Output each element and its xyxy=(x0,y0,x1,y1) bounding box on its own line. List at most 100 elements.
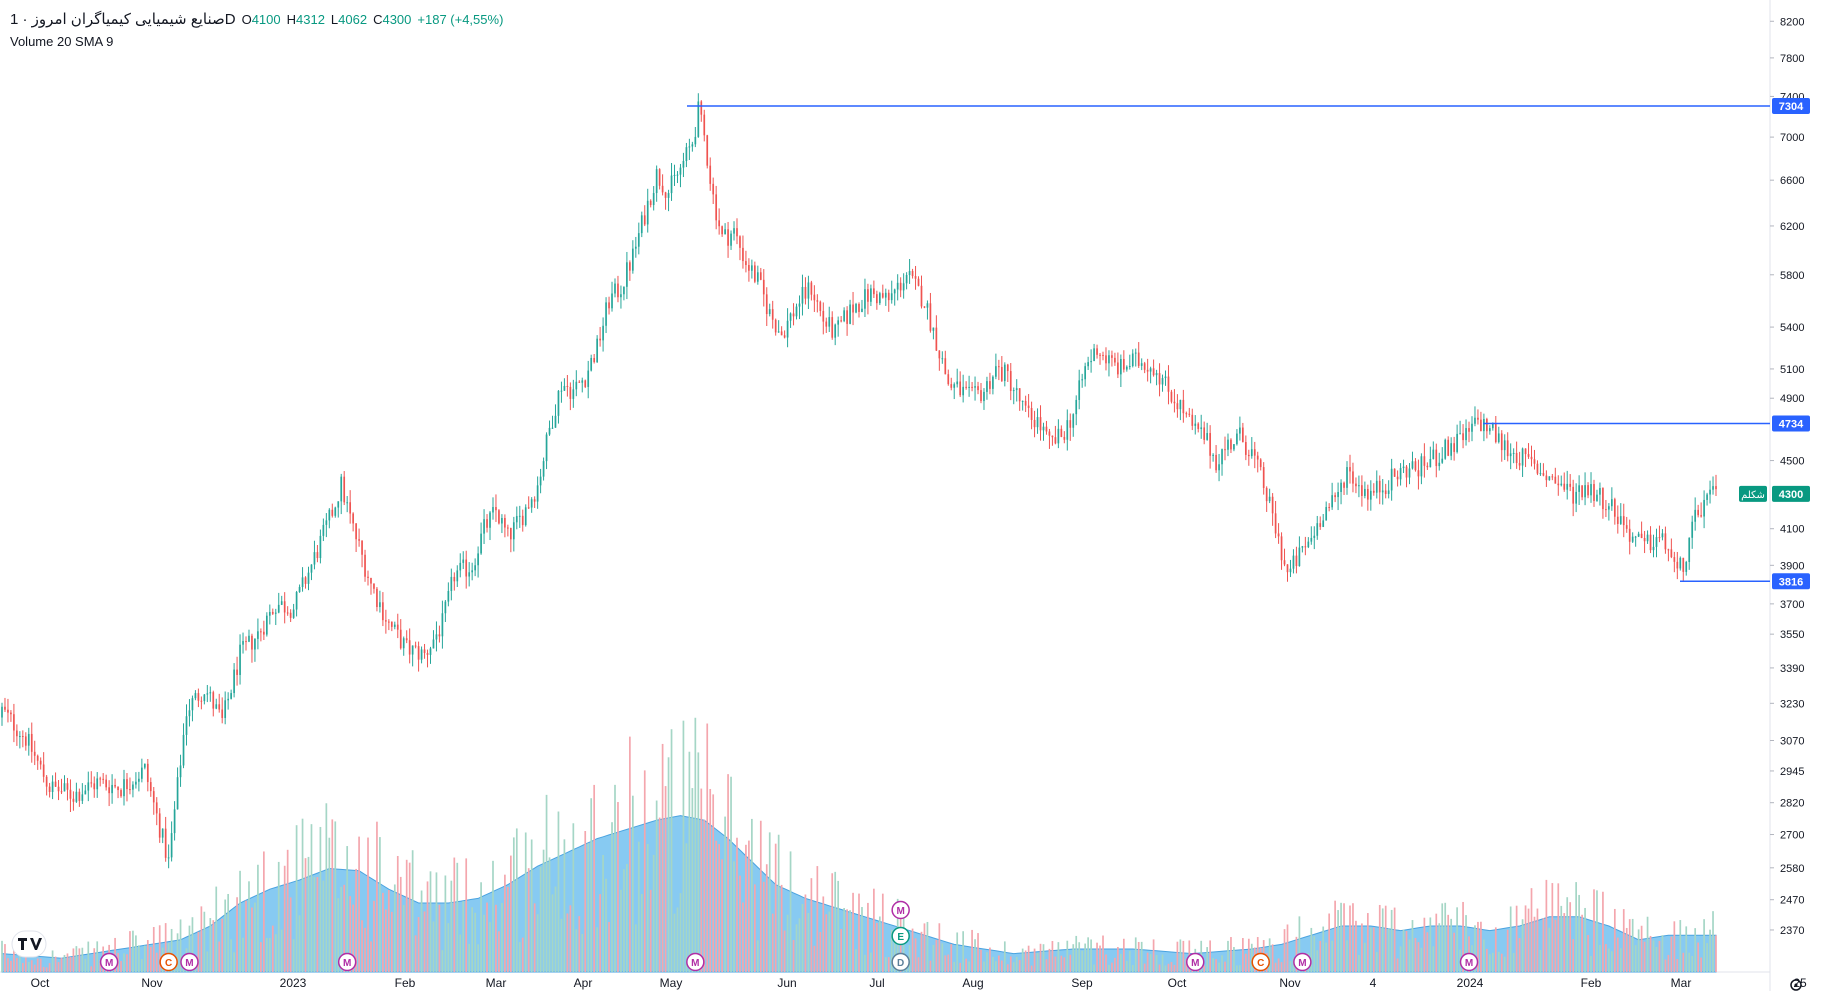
candle-body xyxy=(1081,379,1084,381)
candle xyxy=(1673,551,1676,573)
candle xyxy=(1685,560,1688,576)
volume-bar xyxy=(367,837,369,972)
volume-bar xyxy=(1027,945,1030,972)
candle xyxy=(521,509,524,532)
price-tick-label: 7800 xyxy=(1780,53,1804,65)
candle-body xyxy=(99,778,102,780)
candle-body xyxy=(834,324,837,338)
candle xyxy=(733,221,735,241)
volume-bar xyxy=(387,889,390,972)
volume-bar xyxy=(453,857,456,972)
candle xyxy=(274,608,277,626)
candle-body xyxy=(444,601,447,614)
candle-body xyxy=(486,519,488,528)
event-marker[interactable]: M xyxy=(180,952,199,972)
volume-bar xyxy=(349,896,352,972)
candle-body xyxy=(1128,366,1131,368)
volume-bar xyxy=(1069,954,1072,972)
candle xyxy=(301,567,304,592)
volume-bar xyxy=(1146,952,1149,972)
volume-indicator-label[interactable]: Volume 20 SMA 9 xyxy=(10,33,114,49)
volume-bar xyxy=(69,956,72,972)
candle xyxy=(1453,436,1455,461)
volume-bar xyxy=(566,913,569,972)
event-marker[interactable]: M xyxy=(686,952,705,972)
candle xyxy=(1390,458,1393,501)
event-marker[interactable]: D xyxy=(891,952,910,972)
candle xyxy=(509,527,512,553)
candle xyxy=(1331,482,1333,510)
candle xyxy=(1420,453,1423,485)
candle xyxy=(626,251,628,300)
volume-bar xyxy=(569,905,572,972)
volume-bar xyxy=(441,950,444,972)
volume-bar xyxy=(661,743,664,972)
candle xyxy=(265,612,268,637)
candle-body xyxy=(1161,378,1164,385)
volume-bar xyxy=(411,850,414,972)
time-tick-label: Aug xyxy=(962,976,983,990)
candle-body xyxy=(173,809,176,834)
candle xyxy=(1188,407,1191,418)
candle xyxy=(1280,532,1283,570)
candle xyxy=(367,570,369,586)
candle-body xyxy=(447,590,450,602)
candle xyxy=(393,621,396,630)
candle xyxy=(655,165,658,202)
candle xyxy=(995,353,997,380)
candle xyxy=(411,645,414,667)
event-marker[interactable]: C xyxy=(159,952,178,972)
candle xyxy=(328,508,331,529)
event-marker[interactable]: M xyxy=(1186,952,1205,972)
event-marker[interactable]: M xyxy=(99,952,119,972)
candle xyxy=(1081,373,1084,388)
event-marker[interactable]: M xyxy=(1459,952,1479,972)
candle-body xyxy=(858,303,860,312)
candle-body xyxy=(301,577,304,587)
candle-body xyxy=(634,246,637,249)
candle xyxy=(1218,453,1220,482)
candle-body xyxy=(387,621,390,623)
volume-bar xyxy=(986,952,988,972)
candle-body xyxy=(1125,366,1128,370)
event-marker-circle xyxy=(891,952,910,972)
volume-bar xyxy=(1474,925,1476,972)
candle-body xyxy=(1343,482,1345,488)
volume-bar xyxy=(572,823,575,972)
volume-bar xyxy=(263,851,265,972)
candle xyxy=(926,300,929,320)
candle-body xyxy=(703,114,706,136)
candle xyxy=(1203,421,1206,445)
event-marker[interactable]: M xyxy=(891,900,910,920)
volume-bar xyxy=(96,941,99,972)
candle-body xyxy=(1298,547,1301,567)
candle-body xyxy=(1227,439,1229,450)
candle xyxy=(141,758,143,783)
candle-body xyxy=(1131,353,1134,367)
volume-bar xyxy=(426,881,429,972)
event-marker[interactable]: C xyxy=(1251,952,1270,972)
event-marker[interactable]: M xyxy=(337,952,357,972)
candle-body xyxy=(1447,439,1450,456)
event-marker[interactable]: E xyxy=(891,926,910,946)
volume-bar xyxy=(733,861,735,972)
candle xyxy=(1244,435,1247,461)
symbol-title[interactable]: صنایع شیمیایی کیمیاگران امروز · 1D xyxy=(10,11,236,28)
volume-bar xyxy=(450,880,453,972)
volume-bar xyxy=(1500,953,1503,972)
candle xyxy=(1304,536,1307,556)
candle-body xyxy=(530,499,533,508)
volume-bar xyxy=(992,956,994,972)
candle-body xyxy=(405,638,408,641)
gear-icon[interactable] xyxy=(1790,979,1802,991)
candle-body xyxy=(1453,443,1455,452)
candle xyxy=(742,235,744,269)
candle xyxy=(867,283,869,315)
candle-body xyxy=(539,476,542,486)
candle-body xyxy=(141,767,143,779)
event-marker[interactable]: M xyxy=(1293,952,1312,972)
candle xyxy=(1512,448,1515,464)
candle-body xyxy=(1268,496,1271,502)
